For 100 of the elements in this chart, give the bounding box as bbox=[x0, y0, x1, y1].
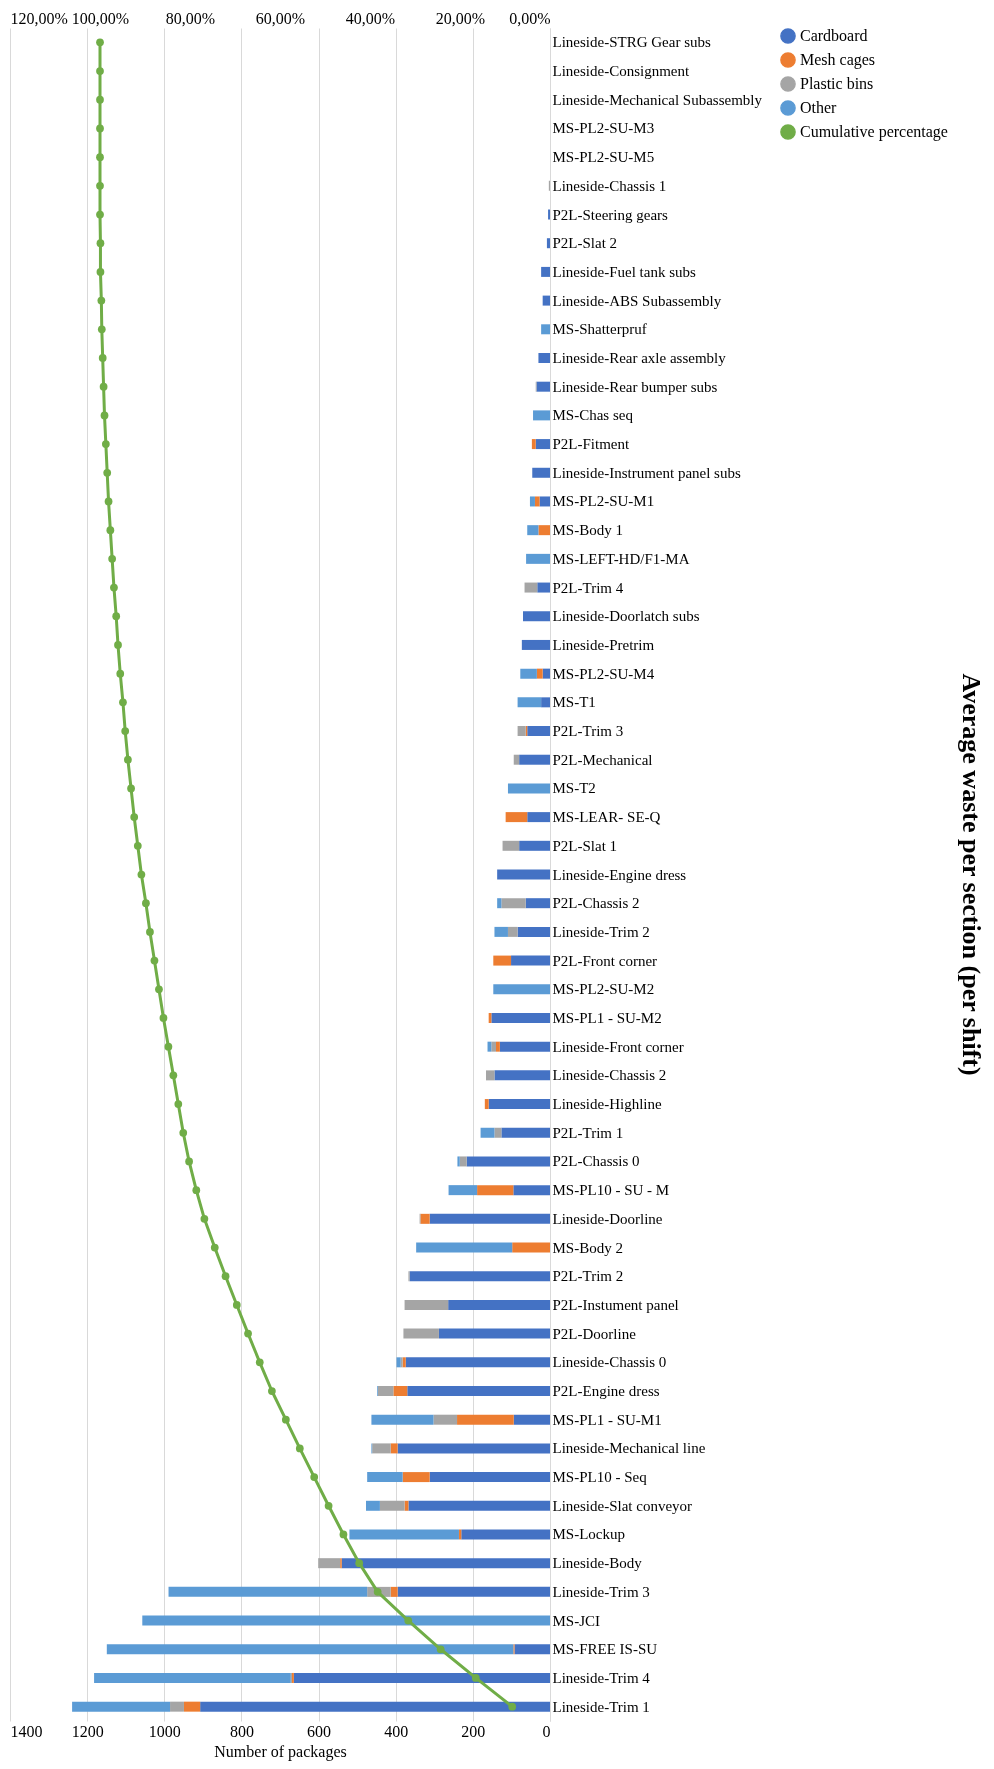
x-tick-label: 1200 bbox=[71, 1722, 104, 1740]
bar bbox=[390, 1586, 398, 1597]
y-tick-label: Lineside-Fuel tank subs bbox=[552, 263, 696, 280]
bar bbox=[366, 1500, 380, 1511]
bar bbox=[372, 1443, 391, 1454]
x-tick-label: 0 bbox=[542, 1722, 551, 1740]
x-tick-label: 600 bbox=[307, 1722, 332, 1740]
bar bbox=[501, 1127, 550, 1138]
bar bbox=[448, 1185, 478, 1196]
y-tick-label: MS-FREE IS-SU bbox=[552, 1641, 658, 1658]
bar bbox=[183, 1701, 201, 1712]
x-tick-label: 1000 bbox=[148, 1722, 181, 1740]
y-tick-label: MS-PL10 - SU - M bbox=[552, 1182, 670, 1199]
y-tick-label: Lineside-Instrument panel subs bbox=[552, 464, 741, 481]
bar bbox=[531, 439, 536, 450]
bar bbox=[438, 1328, 550, 1339]
y-tick-label: Lineside-Engine dress bbox=[552, 866, 687, 883]
y-tick-label: Lineside-Pretrim bbox=[552, 636, 655, 653]
x2-tick-label: 40,00% bbox=[345, 9, 396, 27]
bar bbox=[502, 840, 520, 851]
bar bbox=[200, 1701, 550, 1712]
bar bbox=[512, 1242, 550, 1253]
bar bbox=[393, 1386, 408, 1397]
bar bbox=[494, 1070, 550, 1081]
y-tick-label: MS-JCI bbox=[552, 1612, 601, 1629]
bar bbox=[466, 1156, 550, 1167]
bar bbox=[524, 582, 538, 593]
bar bbox=[523, 611, 550, 622]
bar bbox=[477, 1185, 514, 1196]
y-tick-label: Lineside-Mechanical Subassembly bbox=[552, 91, 763, 108]
y-tick-label: Lineside-ABS Subassembly bbox=[552, 292, 722, 309]
text: Average waste per section (per shift) bbox=[957, 673, 986, 1076]
bar bbox=[529, 496, 535, 507]
bar bbox=[170, 1701, 184, 1712]
y-tick-label: MS-Chas seq bbox=[552, 407, 634, 424]
bar bbox=[396, 1357, 401, 1368]
y-tick-label: Lineside-Doorlatch subs bbox=[552, 608, 700, 625]
bar bbox=[541, 697, 550, 708]
y-tick-label: P2L-Steering gears bbox=[552, 206, 669, 223]
bar bbox=[480, 1127, 495, 1138]
bar bbox=[397, 1443, 550, 1454]
bar bbox=[499, 1041, 550, 1052]
y-tick-label: P2L-Chassis 0 bbox=[552, 1153, 640, 1170]
bar bbox=[538, 352, 550, 363]
y-tick-label: P2L-Trim 3 bbox=[552, 723, 624, 740]
bar bbox=[520, 668, 537, 679]
bar bbox=[379, 1500, 405, 1511]
bar bbox=[536, 668, 543, 679]
y-tick-label: P2L-Chassis 2 bbox=[552, 895, 640, 912]
y-tick-label: P2L-Slat 1 bbox=[552, 837, 618, 854]
bar bbox=[517, 726, 526, 737]
bar bbox=[496, 1041, 500, 1052]
x2-tick-label: 100,00% bbox=[71, 9, 130, 27]
bar bbox=[405, 1357, 550, 1368]
y-tick-label: Lineside-Body bbox=[552, 1555, 643, 1572]
bar bbox=[493, 984, 550, 995]
x-tick-label: 200 bbox=[461, 1722, 486, 1740]
bar bbox=[367, 1472, 403, 1483]
y-tick-label: Lineside-Chassis 2 bbox=[552, 1067, 667, 1084]
bar bbox=[390, 1443, 398, 1454]
y-tick-label: P2L-Fitment bbox=[552, 436, 630, 453]
bar bbox=[536, 381, 550, 392]
bar bbox=[513, 1414, 550, 1425]
bar bbox=[408, 1500, 550, 1511]
y-tick-label: MS-PL2-SU-M1 bbox=[552, 493, 655, 510]
bar bbox=[461, 1529, 550, 1540]
bar bbox=[527, 726, 550, 737]
y-tick-label: MS-PL1 - SU-M1 bbox=[552, 1411, 662, 1428]
y-tick-label: Lineside-Consignment bbox=[552, 63, 690, 80]
y-tick-label: P2L-Front corner bbox=[552, 952, 658, 969]
bar bbox=[402, 1472, 430, 1483]
y-tick-label: MS-LEAR- SE-Q bbox=[552, 809, 661, 826]
y-tick-label: Lineside-Slat conveyor bbox=[552, 1497, 693, 1514]
x2-tick-label: 60,00% bbox=[255, 9, 306, 27]
bar bbox=[457, 1414, 514, 1425]
bar bbox=[493, 955, 512, 966]
bar bbox=[497, 898, 502, 909]
bar bbox=[168, 1586, 368, 1597]
bar bbox=[519, 840, 550, 851]
y-tick-label: Lineside-Highline bbox=[552, 1096, 662, 1113]
bar bbox=[541, 324, 550, 335]
y-tick-label: Lineside-STRG Gear subs bbox=[552, 34, 711, 51]
bar bbox=[542, 668, 550, 679]
legend-label: Cumulative percentage bbox=[800, 123, 948, 141]
x2-tick-label: 20,00% bbox=[435, 9, 486, 27]
y-tick-label: Lineside-Trim 3 bbox=[552, 1583, 650, 1600]
bar bbox=[525, 898, 550, 909]
bar bbox=[519, 754, 550, 765]
bar bbox=[538, 525, 550, 536]
bar bbox=[517, 926, 550, 937]
y-tick-label: Lineside-Trim 2 bbox=[552, 923, 650, 940]
y-tick-label: Lineside-Trim 4 bbox=[552, 1669, 651, 1686]
bar bbox=[497, 869, 550, 880]
bar bbox=[341, 1558, 550, 1569]
bar bbox=[293, 1672, 550, 1683]
x-tick-label: 400 bbox=[384, 1722, 409, 1740]
bar bbox=[377, 1386, 394, 1397]
y-tick-label: P2L-Trim 1 bbox=[552, 1124, 624, 1141]
x-tick-label: 800 bbox=[229, 1722, 254, 1740]
y-tick-label: Lineside-Chassis 0 bbox=[552, 1354, 667, 1371]
